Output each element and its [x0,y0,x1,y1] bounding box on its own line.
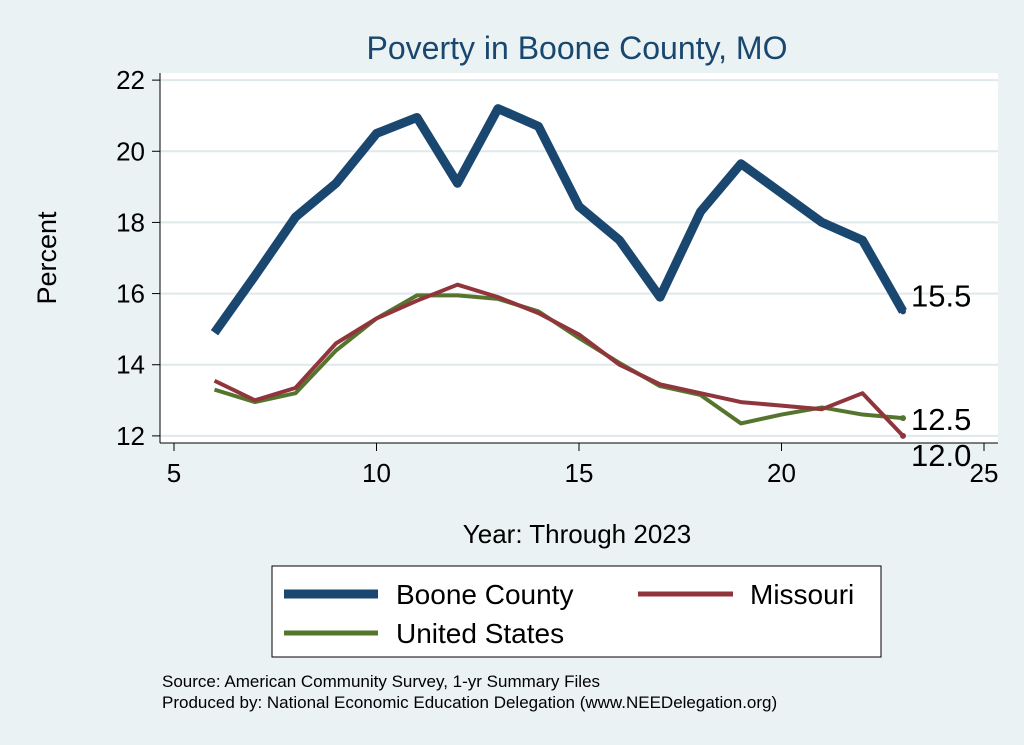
producer-note: Produced by: National Economic Education… [162,693,777,712]
gridlines [160,79,998,437]
x-tick-label-20: 20 [767,458,796,488]
end-point-boone-county [900,308,906,315]
end-label-united-states: 12.5 [911,402,971,437]
y-axis-label: Percent [32,211,62,305]
legend: Boone County Missouri United States [271,565,882,658]
y-tick-label-22: 22 [116,65,145,95]
chart-title: Poverty in Boone County, MO [367,30,788,66]
legend-box [271,565,882,658]
y-tick-label-14: 14 [116,350,145,380]
y-tick-label-20: 20 [116,136,145,166]
y-ticks: 12 14 16 18 20 22 [116,65,160,451]
end-label-boone-county: 15.5 [911,278,971,313]
source-note: Source: American Community Survey, 1-yr … [162,672,600,691]
x-axis-label: Year: Through 2023 [463,519,691,549]
x-tick-label-5: 5 [167,458,181,488]
legend-label-boone-county: Boone County [396,579,573,610]
x-tick-label-25: 25 [970,458,999,488]
x-tick-label-10: 10 [362,458,391,488]
end-point-united-states [900,415,906,422]
series-lines [210,104,907,439]
y-tick-label-12: 12 [116,421,145,451]
y-tick-label-18: 18 [116,207,145,237]
x-tick-label-15: 15 [565,458,594,488]
series-line-boone-county [210,104,907,336]
series-line-missouri [213,282,905,438]
legend-label-united-states: United States [396,618,564,649]
y-tick-label-16: 16 [116,279,145,309]
x-ticks: 5 10 15 20 25 [167,443,999,488]
end-labels: 15.5 12.012.5 [911,278,971,473]
end-label-missouri: 12.0 [911,438,971,473]
legend-label-missouri: Missouri [750,579,854,610]
end-point-missouri [900,432,906,439]
